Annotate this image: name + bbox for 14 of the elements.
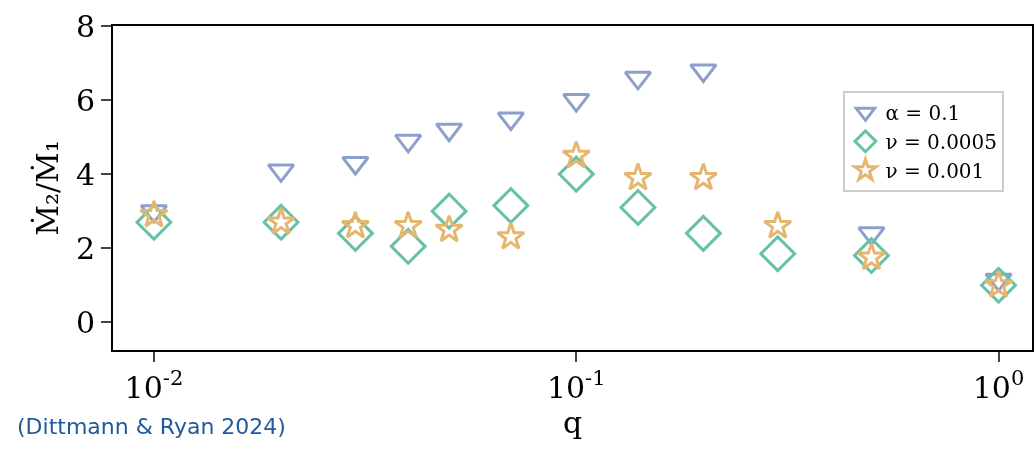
x-tick-label: 10$^{-1}$ bbox=[546, 366, 606, 405]
y-tick-label: 6 bbox=[75, 82, 95, 118]
text: (Dittmann & Ryan 2024) bbox=[17, 414, 286, 439]
y-tick-label: 2 bbox=[75, 230, 95, 266]
y-tick-label: 4 bbox=[75, 156, 95, 192]
x-tick-label: 10$^{-2}$ bbox=[124, 366, 184, 405]
x-axis-title: q bbox=[562, 405, 583, 440]
legend-label: ν = 0.001 bbox=[885, 159, 985, 184]
y-tick-label: 8 bbox=[75, 8, 95, 44]
y-axis-title: Ṁ₂/Ṁ₁ bbox=[30, 140, 66, 236]
x-tick-label: 10$^{0}$ bbox=[972, 366, 1025, 405]
legend-label: α = 0.1 bbox=[885, 101, 961, 126]
legend-label: ν = 0.0005 bbox=[885, 130, 998, 155]
y-tick-label: 0 bbox=[75, 304, 95, 340]
